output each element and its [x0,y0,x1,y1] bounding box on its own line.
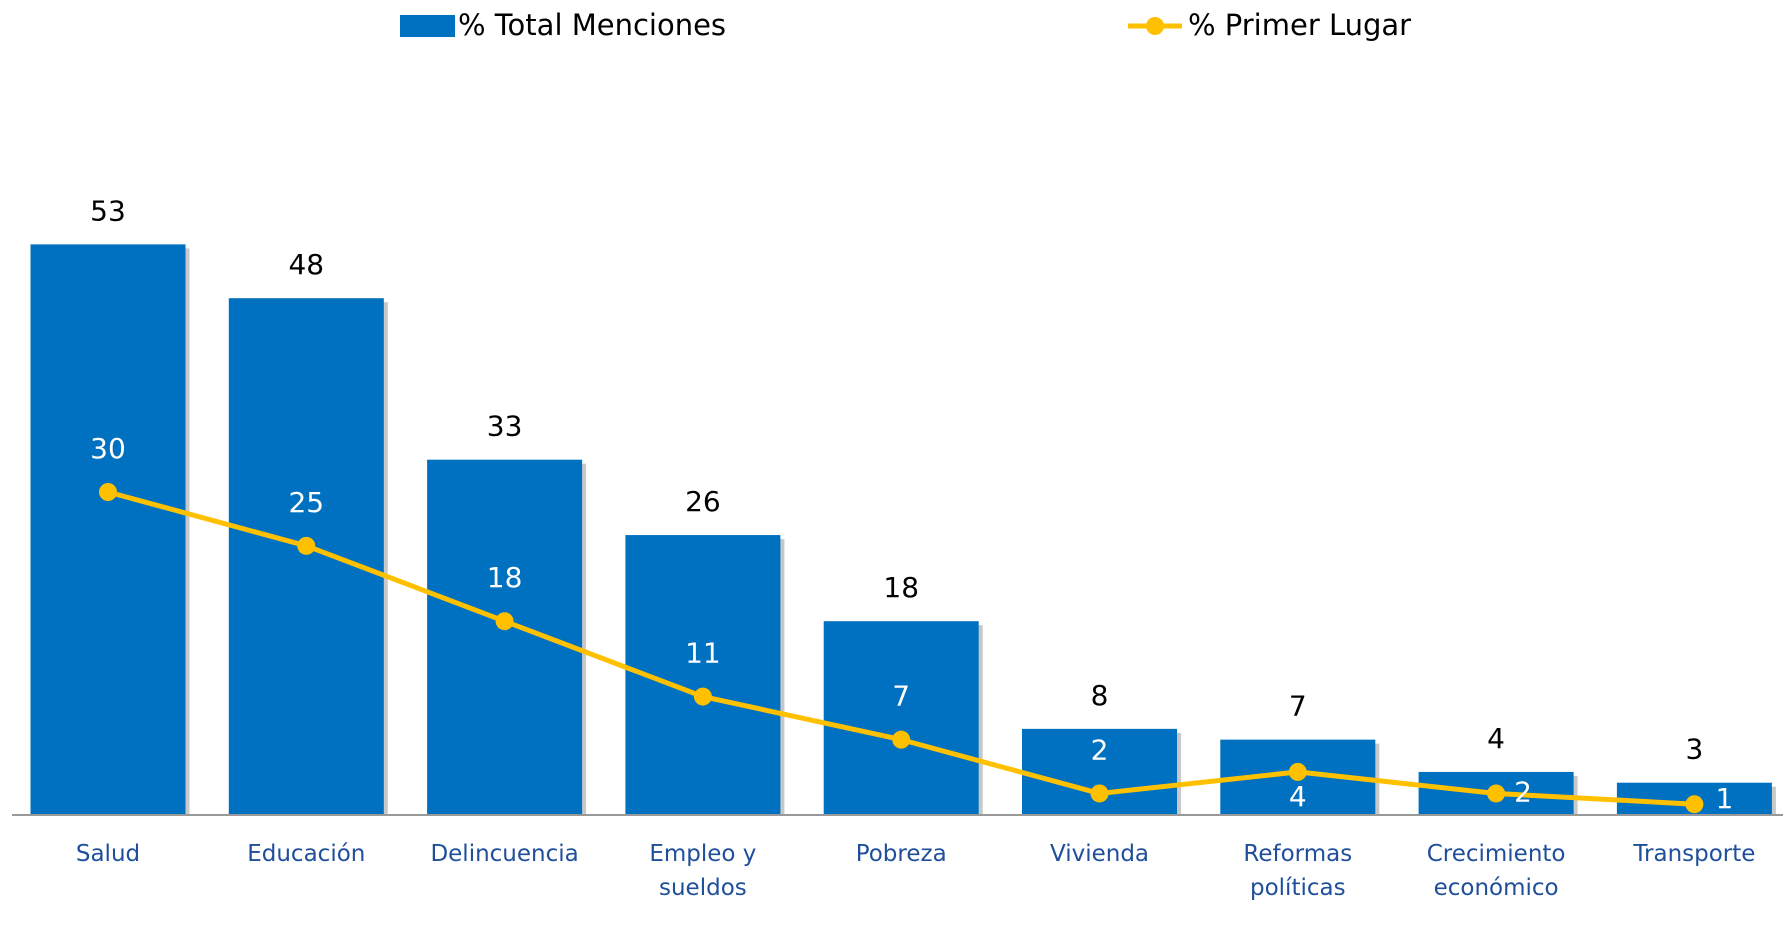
line-point [99,483,117,501]
bar [823,621,979,815]
line-point [693,687,712,706]
bar-label: 8 [1091,679,1109,712]
bar [228,298,384,815]
line-point [892,730,911,749]
legend-swatch [1146,17,1164,35]
bar-label: 48 [288,248,324,281]
line-label: 7 [892,680,910,713]
x-tick-label: Empleo y sueldos [649,841,757,901]
legend-label: % Primer Lugar [1188,8,1411,42]
bar-label: 18 [883,571,919,604]
line-point [1288,762,1307,781]
bar [427,459,583,815]
line-label: 30 [90,432,126,465]
x-tick-label: Vivienda [1049,841,1150,867]
bar-label: 7 [1289,690,1307,723]
line-point [1685,795,1704,814]
line-point [1090,784,1109,803]
x-tick-label: Reformas políticas [1243,841,1353,901]
bar [30,244,186,815]
line-point [495,612,514,631]
bar-label: 53 [90,194,126,227]
line-label: 2 [1514,775,1532,808]
line-point [297,536,316,555]
line-label: 18 [487,561,523,594]
line-label: 11 [685,637,721,670]
legend-swatch [400,15,455,37]
line-label: 1 [1715,782,1733,815]
x-tick-label: Salud [75,841,141,867]
x-tick-label: Educación [247,841,366,867]
line-label: 25 [288,486,324,519]
x-tick-label: Transporte [1633,841,1756,867]
bar-label: 26 [685,485,721,518]
bar-label: 4 [1487,722,1505,755]
x-tick-label: Delincuencia [430,841,579,867]
legend-label: % Total Menciones [458,8,726,42]
x-tick-label: Crecimiento económico [1426,841,1566,901]
bar-label: 3 [1685,733,1703,766]
bar-label: 33 [487,410,523,443]
line-point [1487,784,1506,803]
line-label: 4 [1289,780,1307,813]
x-tick-label: Pobreza [855,841,947,867]
line-label: 2 [1091,733,1109,766]
